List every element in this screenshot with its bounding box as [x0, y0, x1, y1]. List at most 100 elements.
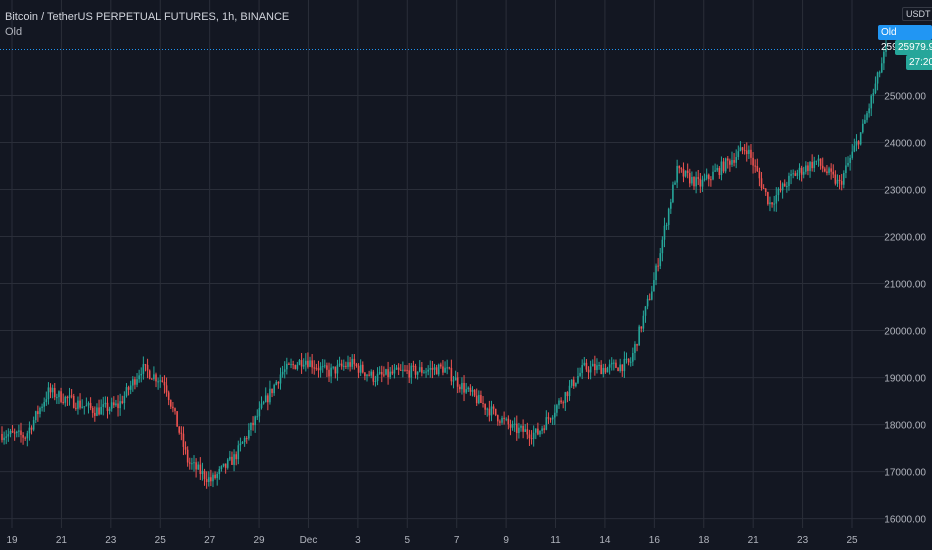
- candle: [336, 359, 339, 381]
- candle: [159, 374, 162, 388]
- candle: [541, 425, 543, 435]
- candle: [305, 353, 307, 372]
- candle: [528, 429, 531, 446]
- candle: [165, 377, 168, 397]
- candle: [193, 455, 195, 472]
- candle: [70, 389, 73, 399]
- candle: [589, 360, 592, 380]
- candle: [22, 432, 24, 445]
- candle: [408, 363, 410, 384]
- candle: [418, 360, 421, 373]
- candle: [58, 390, 60, 405]
- candle: [657, 258, 659, 272]
- candle: [811, 154, 813, 172]
- candle: [201, 462, 204, 481]
- candle: [326, 362, 328, 378]
- time-tick-label: 5: [405, 535, 411, 546]
- candle: [347, 355, 349, 370]
- candle: [258, 401, 261, 423]
- candle: [802, 166, 805, 179]
- time-tick-label: 7: [454, 535, 460, 546]
- candle: [121, 395, 124, 405]
- candle: [427, 365, 429, 376]
- candle: [539, 430, 541, 438]
- candle: [522, 419, 524, 439]
- candle: [119, 393, 121, 416]
- candle: [146, 358, 149, 379]
- chart-title: Bitcoin / TetherUS PERPETUAL FUTURES, 1h…: [5, 11, 290, 23]
- candle: [461, 377, 463, 395]
- candle: [374, 375, 377, 387]
- candle: [619, 358, 621, 373]
- candle: [775, 187, 778, 212]
- time-tick-label: 18: [698, 535, 710, 546]
- candle: [300, 352, 303, 374]
- candle: [699, 173, 702, 193]
- candle: [248, 423, 250, 441]
- candle: [836, 174, 839, 187]
- candle: [587, 366, 590, 380]
- candle: [824, 166, 826, 173]
- candle: [98, 399, 100, 416]
- candle: [480, 390, 482, 404]
- candle: [817, 154, 820, 167]
- candle: [488, 400, 491, 422]
- currency-label[interactable]: USDT: [902, 7, 932, 21]
- candle: [106, 396, 109, 419]
- candle: [83, 406, 86, 415]
- candle: [792, 169, 794, 179]
- candle: [279, 367, 282, 390]
- candle: [499, 419, 501, 426]
- time-tick-label: 23: [105, 535, 117, 546]
- candle: [857, 140, 860, 150]
- candle: [237, 440, 240, 465]
- candle: [144, 363, 147, 372]
- candle: [20, 422, 22, 443]
- candle: [855, 134, 858, 152]
- candle: [351, 354, 354, 370]
- candle: [364, 372, 366, 381]
- candle: [290, 358, 292, 369]
- candle: [876, 71, 879, 91]
- candle: [459, 384, 461, 393]
- candle: [615, 359, 617, 369]
- candle: [830, 163, 832, 180]
- candle: [456, 372, 459, 394]
- candle: [323, 359, 326, 369]
- candle: [861, 119, 864, 134]
- candle: [712, 165, 714, 181]
- candle: [49, 383, 52, 399]
- candle: [707, 173, 710, 187]
- candle: [722, 157, 725, 174]
- candle: [739, 141, 742, 152]
- candle: [815, 160, 818, 166]
- price-tick-label: 21000.00: [884, 280, 926, 291]
- candle: [558, 398, 560, 409]
- candle: [79, 393, 81, 410]
- candle: [469, 384, 472, 396]
- candle: [56, 393, 58, 404]
- price-tick-label: 25000.00: [884, 92, 926, 103]
- candle: [286, 357, 288, 375]
- candle: [389, 366, 392, 380]
- candle: [440, 362, 442, 369]
- candle: [180, 426, 183, 441]
- candle: [644, 306, 647, 323]
- candle: [85, 397, 88, 407]
- candle: [13, 428, 16, 441]
- time-tick-label: 23: [797, 535, 809, 546]
- candle: [878, 70, 881, 78]
- candle: [163, 375, 166, 394]
- candle: [585, 359, 588, 372]
- candle: [807, 162, 809, 176]
- candle: [627, 358, 630, 366]
- candle: [275, 380, 278, 386]
- candle: [600, 360, 602, 375]
- candle: [733, 153, 735, 167]
- candle: [773, 195, 775, 212]
- candle: [665, 222, 668, 231]
- indicator-label-old[interactable]: Old: [5, 26, 23, 38]
- time-tick-label: 21: [56, 535, 68, 546]
- candle: [726, 156, 729, 169]
